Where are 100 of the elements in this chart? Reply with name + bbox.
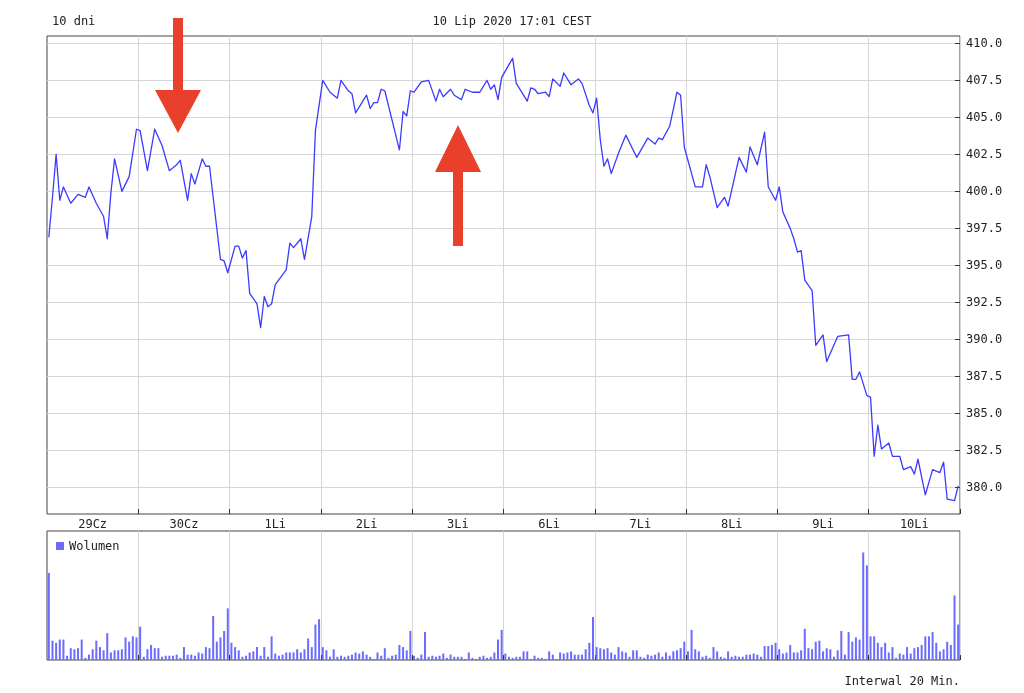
bar: [595, 647, 598, 660]
bar: [146, 649, 149, 660]
bar: [95, 640, 98, 660]
x-tick-label: 1Li: [264, 517, 287, 531]
y-tick-label: 400.0: [966, 184, 1003, 199]
bar: [456, 656, 459, 660]
bar: [624, 652, 627, 660]
bar: [292, 652, 295, 660]
bar: [949, 644, 952, 660]
bar: [756, 654, 759, 660]
bar: [540, 657, 543, 660]
bar: [814, 641, 817, 660]
legend-label: Wolumen: [69, 539, 120, 553]
bar: [924, 636, 927, 660]
bar: [135, 637, 138, 660]
bar: [296, 649, 299, 660]
x-tick-label: 10Li: [899, 517, 929, 531]
bar: [613, 654, 616, 660]
bar: [741, 656, 744, 660]
bar: [263, 647, 266, 660]
y-tick-label: 382.5: [966, 443, 1003, 458]
bar: [917, 647, 919, 660]
bar: [383, 648, 386, 660]
bar: [442, 653, 445, 660]
bar: [712, 647, 715, 660]
bar: [150, 644, 153, 660]
bar: [402, 647, 405, 660]
bar: [453, 656, 456, 660]
bar: [811, 649, 814, 660]
bar: [77, 648, 80, 660]
bar: [891, 647, 894, 660]
bar: [938, 651, 941, 660]
bar: [723, 657, 726, 660]
bar: [460, 656, 463, 660]
bar: [566, 652, 569, 660]
bar: [212, 615, 215, 660]
bar: [727, 651, 730, 660]
bar: [182, 647, 185, 660]
bar: [157, 648, 160, 660]
bar: [621, 651, 624, 660]
bar: [745, 654, 748, 660]
bar: [449, 654, 452, 660]
bar: [500, 629, 503, 660]
chart-subtitle: 10 Lip 2020 17:01 CEST: [432, 14, 592, 28]
bar: [792, 652, 795, 660]
bar: [281, 654, 284, 660]
bar: [675, 650, 678, 660]
bar: [515, 656, 518, 660]
x-tick-label: 30Cz: [169, 517, 199, 531]
bar: [551, 654, 554, 660]
x-tick-label: 2Li: [355, 517, 378, 531]
bar: [255, 647, 258, 660]
bar: [358, 653, 361, 660]
bar: [314, 624, 317, 660]
bar: [131, 636, 134, 660]
x-tick-label: 8Li: [720, 517, 743, 531]
x-tick-label: 6Li: [538, 517, 560, 531]
bar: [128, 641, 131, 660]
bar: [606, 648, 609, 660]
bar: [588, 642, 591, 660]
bar: [321, 647, 324, 660]
bar: [628, 656, 631, 660]
bar: [946, 641, 949, 660]
bar: [672, 651, 675, 660]
bar: [602, 649, 605, 660]
bar: [106, 633, 109, 660]
bar: [854, 637, 857, 660]
bar: [646, 654, 649, 660]
bar: [376, 652, 379, 660]
bar: [789, 644, 792, 660]
bar: [591, 617, 594, 660]
bar: [654, 654, 657, 660]
bar: [109, 652, 112, 660]
x-tick-label: 7Li: [629, 517, 652, 531]
bar: [511, 657, 514, 660]
bar: [927, 636, 930, 660]
bar: [486, 657, 489, 660]
bar: [215, 641, 218, 660]
bar: [581, 654, 584, 660]
bar: [570, 651, 573, 660]
bar: [898, 653, 901, 660]
y-tick-label: 402.5: [966, 147, 1003, 162]
bar: [427, 656, 430, 660]
bar: [398, 644, 401, 660]
y-tick-label: 385.0: [966, 406, 1003, 421]
y-tick-label: 397.5: [966, 221, 1003, 236]
y-tick-label: 410.0: [966, 36, 1003, 51]
bar: [288, 652, 291, 660]
bar: [697, 651, 700, 660]
bar: [124, 637, 127, 660]
bar: [840, 630, 843, 660]
y-tick-label: 390.0: [966, 332, 1003, 347]
bar: [55, 642, 58, 660]
bar: [354, 652, 357, 660]
y-tick-label: 387.5: [966, 369, 1003, 384]
x-tick-label: 9Li: [812, 517, 834, 531]
bar: [738, 656, 741, 660]
y-tick-label: 405.0: [966, 110, 1003, 125]
bar: [829, 649, 832, 660]
bar: [617, 647, 620, 660]
